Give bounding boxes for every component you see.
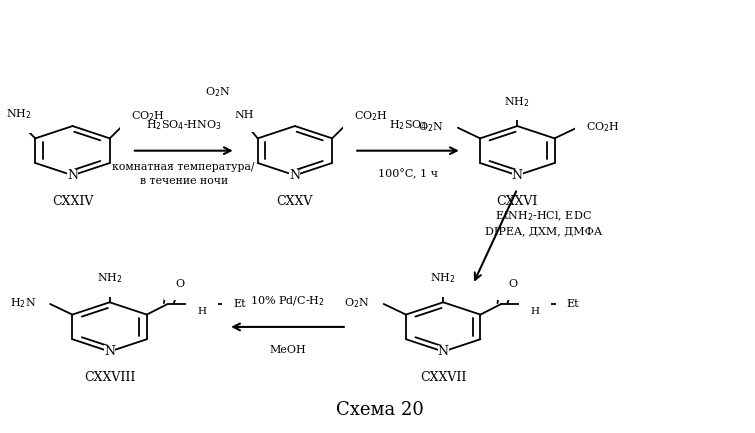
- Text: NH$_2$: NH$_2$: [504, 95, 530, 109]
- Text: NH: NH: [235, 110, 254, 120]
- Text: H$_2$SO$_4$-HNO$_3$: H$_2$SO$_4$-HNO$_3$: [146, 118, 222, 132]
- Text: CO$_2$H: CO$_2$H: [131, 109, 165, 123]
- Text: 10% Pd/C-H$_2$: 10% Pd/C-H$_2$: [250, 294, 325, 308]
- Text: N: N: [197, 298, 207, 308]
- Text: NH$_2$: NH$_2$: [430, 271, 456, 285]
- Text: CO$_2$H: CO$_2$H: [587, 120, 621, 134]
- Text: O$_2$N: O$_2$N: [205, 86, 230, 100]
- Text: O$_2$N: O$_2$N: [344, 296, 370, 310]
- Text: NH$_2$: NH$_2$: [97, 271, 122, 285]
- Text: H$_2$N: H$_2$N: [11, 296, 36, 310]
- Text: CO$_2$H: CO$_2$H: [353, 109, 388, 123]
- Text: H: H: [197, 307, 206, 316]
- Text: O: O: [508, 278, 518, 289]
- Text: N: N: [531, 298, 540, 308]
- Text: N: N: [67, 169, 78, 182]
- Text: N: N: [438, 345, 448, 358]
- Text: H$_2$SO$_4$: H$_2$SO$_4$: [389, 118, 427, 132]
- Text: O: O: [175, 278, 184, 289]
- Text: N: N: [512, 169, 522, 182]
- Text: CXXIV: CXXIV: [52, 195, 93, 208]
- Text: H: H: [531, 307, 540, 316]
- Text: N: N: [289, 169, 300, 182]
- Text: CXXVIII: CXXVIII: [84, 372, 135, 385]
- Text: EtNH$_2$-HCl, EDC
DIPEA, ДХМ, ДМФА: EtNH$_2$-HCl, EDC DIPEA, ДХМ, ДМФА: [485, 209, 602, 237]
- Text: комнатная температура/
в течение ночи: комнатная температура/ в течение ночи: [112, 162, 255, 186]
- Text: CXXVII: CXXVII: [420, 372, 467, 385]
- Text: O$_2$N: O$_2$N: [418, 120, 444, 134]
- Text: CXXVI: CXXVI: [497, 195, 538, 208]
- Text: 100°C, 1 ч: 100°C, 1 ч: [378, 169, 438, 179]
- Text: NH$_2$: NH$_2$: [6, 108, 32, 122]
- Text: Et: Et: [567, 299, 579, 309]
- Text: CXXV: CXXV: [277, 195, 313, 208]
- Text: Et: Et: [233, 299, 246, 309]
- Text: Схема 20: Схема 20: [336, 401, 424, 419]
- Text: MeOH: MeOH: [269, 345, 306, 355]
- Text: N: N: [104, 345, 115, 358]
